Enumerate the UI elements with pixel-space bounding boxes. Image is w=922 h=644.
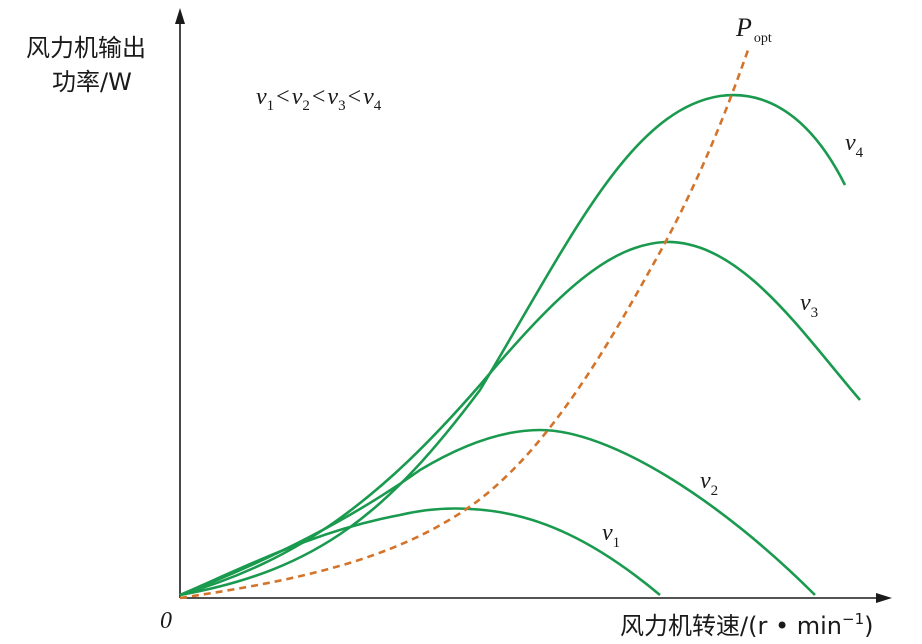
curve-v4 — [179, 93, 847, 597]
y-axis-label-line1: 风力机输出 — [26, 34, 146, 62]
curve-v1 — [179, 507, 661, 597]
curve-v2 — [179, 428, 816, 597]
origin-label: 0 — [160, 608, 172, 634]
speed-condition: v1<v2<v3<v4 — [256, 84, 382, 114]
curve-v3 — [179, 240, 861, 597]
popt-curve — [179, 49, 750, 600]
x-axis-label: 风力机转速/(r • min−1) — [620, 610, 874, 640]
curve-v3-label: v3 — [800, 290, 818, 321]
y-axis-label-line2: 功率/W — [52, 68, 132, 96]
curve-v4-label: v4 — [845, 130, 864, 161]
curve-v2-label: v2 — [700, 468, 718, 499]
curve-v1-label: v1 — [602, 520, 620, 551]
x-axis-arrow — [876, 593, 892, 603]
y-axis-arrow — [175, 8, 185, 24]
